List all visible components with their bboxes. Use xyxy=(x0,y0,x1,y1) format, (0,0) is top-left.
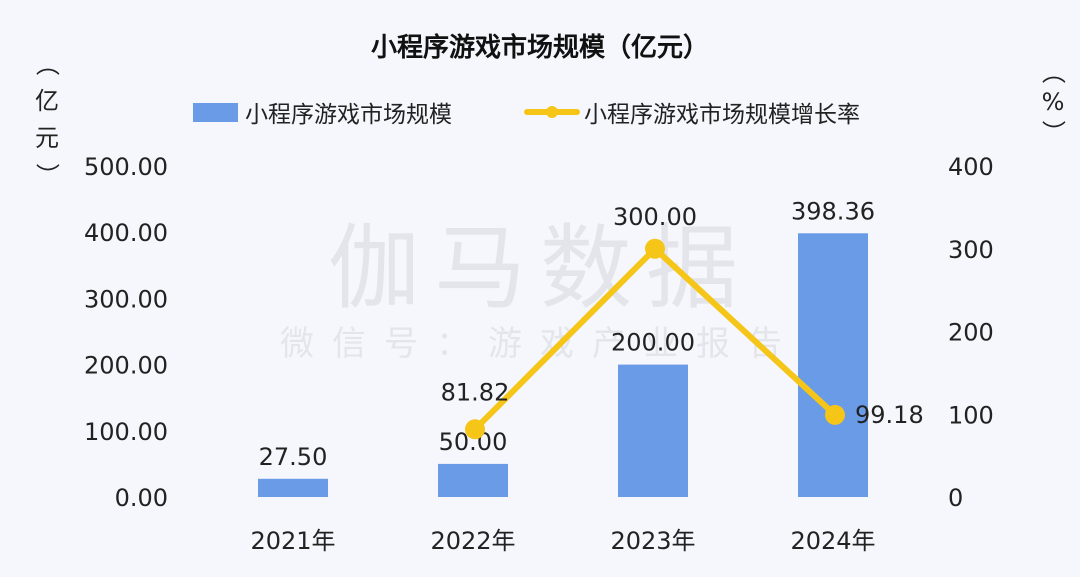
line-series: 81.82 300.00 99.18 xyxy=(441,203,924,440)
chart-title: 小程序游戏市场规模（亿元） xyxy=(371,32,709,63)
y2-label-char: （ xyxy=(1039,60,1067,84)
y2-axis-ticks: 0 100 200 300 400 xyxy=(948,153,994,512)
x-tick-label: 2024年 xyxy=(790,527,875,555)
y-label-char: ） xyxy=(33,163,61,187)
x-tick-label: 2022年 xyxy=(430,527,515,555)
y-tick-label: 200.00 xyxy=(84,352,168,380)
line-data-label: 81.82 xyxy=(441,378,510,406)
bar xyxy=(438,463,508,497)
y-tick-label: 0.00 xyxy=(115,484,168,512)
y2-tick-label: 400 xyxy=(948,153,994,181)
legend-line-label: 小程序游戏市场规模增长率 xyxy=(584,102,860,128)
x-tick-label: 2023年 xyxy=(610,527,695,555)
y2-tick-label: 200 xyxy=(948,319,994,347)
legend-bar-swatch xyxy=(193,103,238,122)
y2-label-char: ） xyxy=(1039,120,1067,144)
bar-data-label: 200.00 xyxy=(611,329,695,357)
y-axis-ticks: 0.00 100.00 200.00 300.00 400.00 500.00 xyxy=(84,153,168,512)
x-tick-label: 2021年 xyxy=(250,527,335,555)
watermark-sub: 微信号：游戏产业报告 xyxy=(280,324,800,364)
legend: 小程序游戏市场规模 小程序游戏市场规模增长率 xyxy=(193,102,860,128)
y-axis-label: （ 亿元 ） xyxy=(33,52,61,187)
bar-data-label: 398.36 xyxy=(791,197,875,225)
y2-tick-label: 300 xyxy=(948,236,994,264)
y2-label-char: % xyxy=(1042,88,1065,116)
watermark-main: 伽马数据 xyxy=(328,215,752,322)
y-tick-label: 500.00 xyxy=(84,153,168,181)
y2-tick-label: 100 xyxy=(948,401,994,429)
line-point xyxy=(645,238,665,259)
y2-axis-label: （% ） xyxy=(1039,60,1067,144)
x-axis-ticks: 2021年 2022年 2023年 2024年 xyxy=(250,527,875,555)
bar-data-label: 27.50 xyxy=(259,443,328,471)
bar xyxy=(798,233,868,497)
line-data-label: 300.00 xyxy=(613,203,697,231)
line-point xyxy=(465,419,485,440)
legend-line-marker xyxy=(546,106,558,118)
y-label-char: 元 xyxy=(35,124,59,152)
line-point xyxy=(825,404,845,425)
y-tick-label: 300.00 xyxy=(84,285,168,313)
legend-bar-label: 小程序游戏市场规模 xyxy=(245,102,452,128)
bar xyxy=(258,478,328,497)
bar xyxy=(618,364,688,497)
y-tick-label: 100.00 xyxy=(84,418,168,446)
y-label-char: （ xyxy=(33,52,61,76)
y2-tick-label: 0 xyxy=(948,484,963,512)
line-data-label: 99.18 xyxy=(855,401,924,429)
y-label-char: 亿 xyxy=(35,87,59,115)
watermark: 伽马数据 微信号：游戏产业报告 xyxy=(280,215,800,364)
y-tick-label: 400.00 xyxy=(84,219,168,247)
